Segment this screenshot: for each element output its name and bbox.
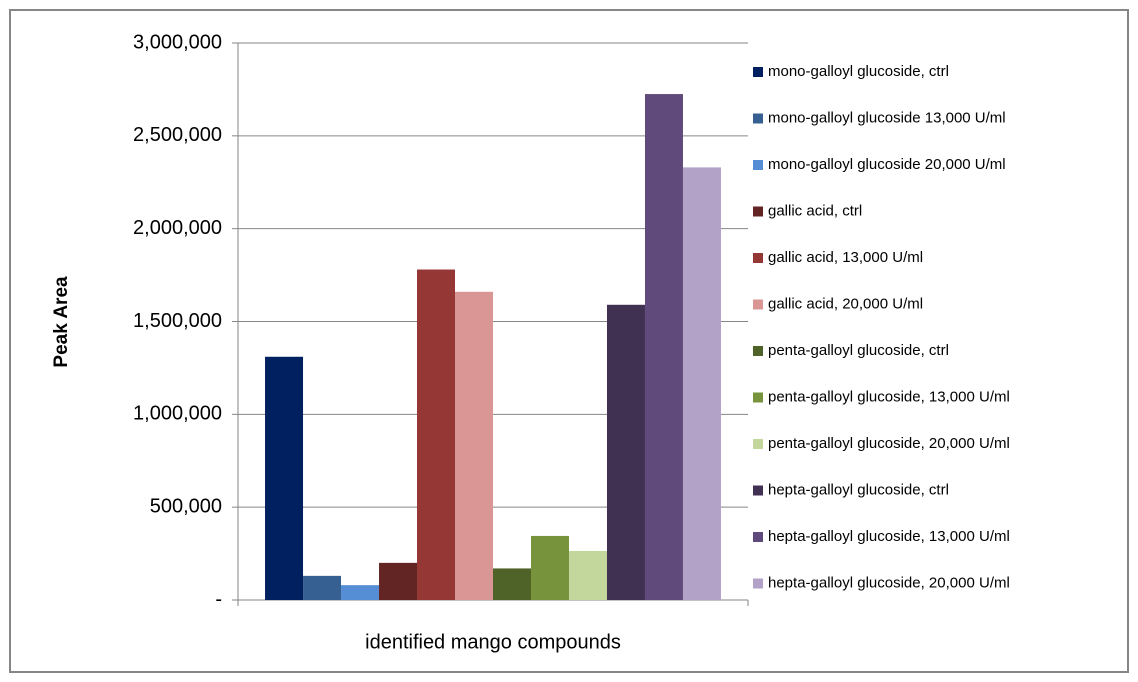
- legend-label: gallic acid, ctrl: [768, 202, 862, 219]
- bar: [644, 94, 683, 600]
- legend-swatch: [753, 532, 763, 542]
- bar: [265, 356, 304, 600]
- bar: [493, 568, 531, 600]
- y-axis-title: Peak Area: [51, 276, 72, 368]
- legend-label: gallic acid, 13,000 U/ml: [768, 249, 923, 266]
- bar: [417, 269, 456, 600]
- bar: [568, 550, 607, 600]
- legend-swatch: [753, 67, 763, 77]
- bar: [455, 291, 493, 600]
- legend-label: hepta-galloyl glucoside, ctrl: [768, 481, 949, 498]
- y-tick-label: 500,000: [150, 495, 222, 517]
- bar: [379, 562, 418, 600]
- legend-swatch: [753, 160, 763, 170]
- legend-label: penta-galloyl glucoside, 13,000 U/ml: [768, 388, 1010, 405]
- legend-label: hepta-galloyl glucoside, 20,000 U/ml: [768, 574, 1010, 591]
- bar: [303, 575, 342, 600]
- legend-label: gallic acid, 20,000 U/ml: [768, 295, 923, 312]
- legend-swatch: [753, 439, 763, 449]
- y-tick-label: 1,000,000: [133, 403, 222, 425]
- legend-label: mono-galloyl glucoside 13,000 U/ml: [768, 109, 1006, 126]
- legend-label: penta-galloyl glucoside, 20,000 U/ml: [768, 435, 1010, 452]
- legend-swatch: [753, 485, 763, 496]
- y-tick-label: 3,000,000: [133, 31, 222, 53]
- legend-swatch: [753, 299, 763, 310]
- x-axis-title: identified mango compounds: [365, 631, 621, 653]
- legend-swatch: [753, 253, 763, 263]
- legend-label: hepta-galloyl glucoside, 13,000 U/ml: [768, 528, 1010, 545]
- legend-label: mono-galloyl glucoside 20,000 U/ml: [768, 156, 1006, 173]
- y-tick-label: 2,500,000: [133, 124, 222, 146]
- y-tick-label: 2,000,000: [133, 217, 222, 239]
- legend-swatch: [753, 392, 763, 403]
- bar: [682, 167, 721, 600]
- legend-swatch: [753, 578, 763, 589]
- legend-swatch: [753, 206, 763, 217]
- bar: [341, 585, 380, 600]
- bar: [606, 304, 645, 600]
- legend-swatch: [753, 113, 763, 124]
- legend-label: penta-galloyl glucoside, ctrl: [768, 342, 949, 359]
- y-tick-label: -: [215, 588, 222, 610]
- bar: [530, 535, 569, 600]
- legend-label: mono-galloyl glucoside, ctrl: [768, 63, 949, 80]
- legend-swatch: [753, 346, 763, 356]
- y-tick-label: 1,500,000: [133, 310, 222, 332]
